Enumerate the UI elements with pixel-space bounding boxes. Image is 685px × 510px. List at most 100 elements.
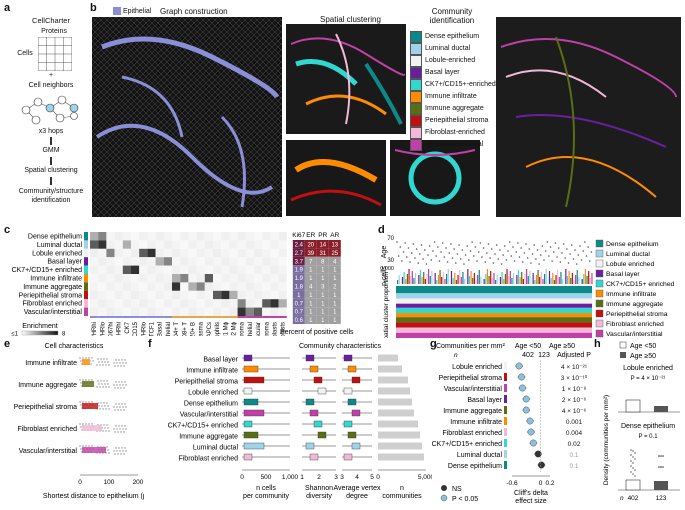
f-xlabel: per community [243,493,289,500]
pct-cell-bg [292,273,305,282]
heatmap-col-group [139,316,148,318]
ncells-bar [589,278,591,284]
ncells-axis-label: n cells [381,266,388,286]
heatmap-cell [229,248,238,258]
heatmap-cell [254,248,263,258]
age-point [402,251,405,253]
ncells-bar [544,274,546,284]
e-point [108,408,110,410]
e-point [121,381,123,383]
age-point [464,254,467,256]
community-legend-label: Periepithelial stroma [425,117,489,124]
pct-cell-bg [328,248,341,257]
g-xtick: 0 [539,480,543,487]
f-box-shannon [309,365,319,373]
heatmap-cell [196,274,205,283]
g-row-label: Immune infiltrate [450,419,502,426]
e-point [103,358,105,360]
pct-cell-bg [328,273,341,282]
heatmap-cell [98,232,107,241]
epithelial-swatch [113,7,121,15]
panel-label-f: f [148,338,152,350]
heatmap-cell [196,299,205,308]
f-box-degree [343,420,353,428]
heatmap-row-label: CK7+/CD15+ enriched [12,267,83,274]
f-box-ncells [243,387,253,395]
e-point [119,406,121,408]
e-point [96,364,98,366]
f-title: Community characteristics [299,343,382,350]
age-point [579,245,581,247]
f-box-shannon [313,376,323,384]
h-point [634,469,636,471]
heatmap-col-group [90,316,99,318]
f-xtick: 1 [300,474,304,481]
community-swatch [410,54,422,67]
community-swatch [410,30,422,43]
age-tick: 70 [387,236,394,242]
heatmap-cell [131,240,140,249]
ncells-bar [400,270,402,284]
g-row-color [504,362,507,370]
g-row-label: Vascular/interstitial [444,386,503,393]
spatial-clustering-image [286,24,406,134]
age-point [415,248,418,250]
e-point [107,383,109,385]
ncells-bar [542,279,544,284]
cell-protein-matrix [38,37,72,71]
enrichment-min: ≤1 [11,332,18,337]
ncells-bar [498,270,500,284]
heatmap-cell [278,307,287,316]
pct-cell-value: 39 [307,251,314,257]
heatmap-cell [229,282,238,291]
age-point [570,244,573,246]
heatmap-cell [213,240,222,249]
e-point [106,402,108,404]
g-title: Communities per mm² [436,343,506,350]
e-point [105,386,107,388]
age-point [466,245,469,247]
heatmap-cell [172,248,181,258]
heatmap-cell [229,299,238,308]
h-point [630,471,632,473]
e-point [91,379,93,381]
heatmap-cell [106,232,115,241]
community-legend-label: Immune infiltrate [425,93,477,100]
spatial-clustering-label: Spatial clustering [24,167,78,174]
heatmap-col-label: Endothelial [248,322,254,336]
heatmap-cell [204,240,213,249]
heatmap-cell [106,265,115,274]
d-legend-label: Lobule enriched [606,261,655,268]
heatmap-row-color [84,282,88,291]
age-point [401,260,403,262]
age-point [541,245,544,247]
heatmap-col-group [270,316,279,318]
ncells-bar [511,278,513,284]
age-point [441,242,444,244]
e-point [125,384,127,386]
e-point [116,362,118,364]
heatmap-cell [254,265,263,274]
h-point [632,467,634,469]
age-point [471,241,473,243]
e-point [114,365,116,367]
heatmap-cell [180,299,189,308]
heatmap-cell [204,282,213,291]
heatmap-cell [90,307,99,316]
heatmap-col-group [98,316,107,318]
f-box-ncells [243,420,253,428]
pct-cell-value: 1 [309,268,313,274]
pct-cell-bg [328,282,341,291]
pct-cell-bg [292,298,305,308]
age-point [443,256,446,258]
heatmap-row-label: Dense epithelium [28,234,82,241]
f-box-shannon [305,442,315,450]
ncells-bar [581,279,583,284]
e-point [80,360,82,362]
e-point [114,453,116,455]
age-point [397,255,400,257]
heatmap-cell [155,265,164,274]
heatmap-cell [180,257,189,266]
age-point [399,246,402,248]
e-point [104,361,106,363]
